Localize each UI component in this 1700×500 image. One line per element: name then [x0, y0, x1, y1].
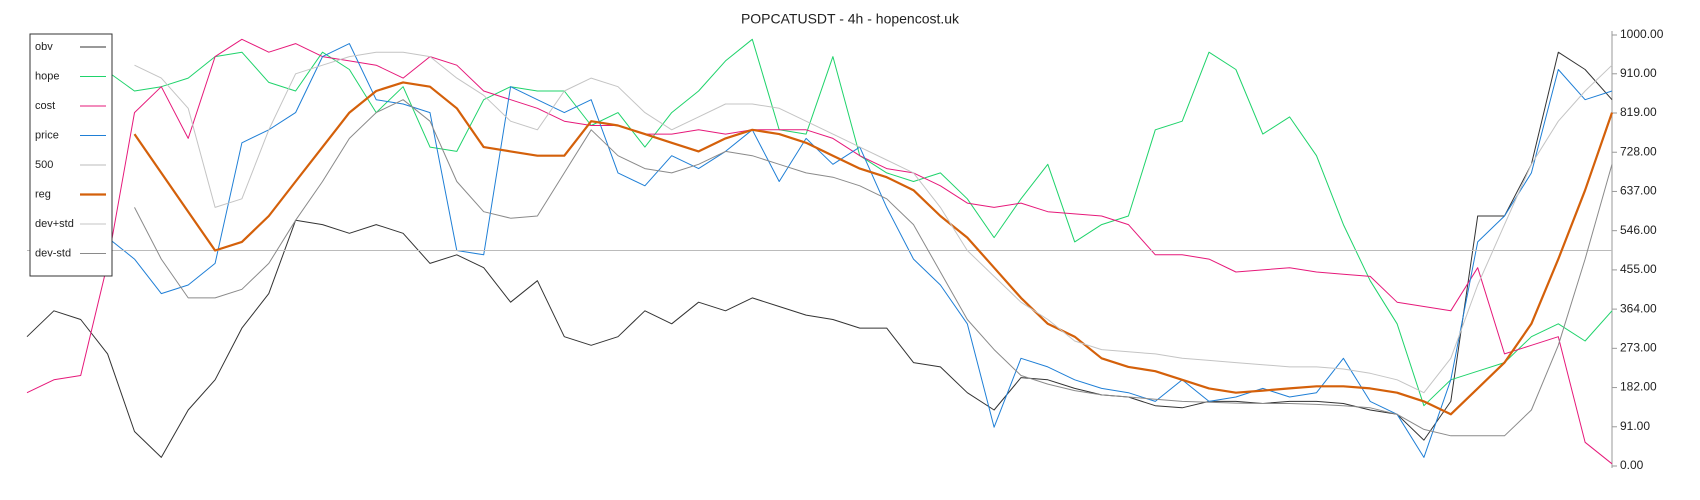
legend-label: cost — [35, 100, 55, 112]
y-tick-label: 182.00 — [1620, 380, 1657, 394]
series-line — [26, 38, 1613, 465]
series-line — [133, 81, 1614, 416]
legend-label: dev+std — [35, 218, 74, 230]
chart-title: POPCATUSDT - 4h - hopencost.uk — [741, 11, 960, 27]
legend-label: 500 — [35, 159, 53, 171]
legend-label: price — [35, 129, 59, 141]
legend-box — [29, 33, 113, 277]
y-tick-label: 910.00 — [1620, 66, 1657, 80]
y-tick-label: 637.00 — [1620, 184, 1657, 198]
y-tick-label: 819.00 — [1620, 105, 1657, 119]
series-line — [26, 51, 1613, 458]
y-tick-label: 273.00 — [1620, 341, 1657, 355]
legend-label: dev-std — [35, 247, 71, 259]
legend-label: reg — [35, 188, 51, 200]
y-tick-label: 1000.00 — [1620, 27, 1664, 41]
y-tick-label: 364.00 — [1620, 301, 1657, 315]
legend-label: obv — [35, 41, 53, 53]
legend-label: hope — [35, 70, 59, 82]
series-line — [134, 51, 1613, 394]
y-tick-label: 728.00 — [1620, 144, 1657, 158]
y-tick-label: 91.00 — [1620, 419, 1650, 433]
y-tick-label: 546.00 — [1620, 223, 1657, 237]
series-line — [107, 38, 1613, 407]
y-tick-label: 455.00 — [1620, 262, 1657, 276]
series-line — [134, 99, 1613, 437]
y-tick-label: 0.00 — [1620, 458, 1644, 472]
